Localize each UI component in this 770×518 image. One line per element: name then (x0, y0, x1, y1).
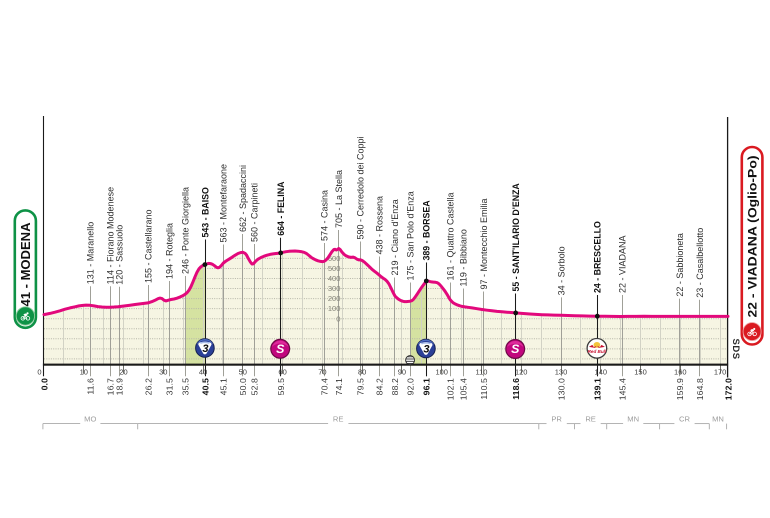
svg-text:PR: PR (551, 414, 562, 423)
svg-text:92.0: 92.0 (405, 378, 415, 395)
svg-text:120: 120 (515, 367, 528, 376)
svg-text:246 - Ponte Giorgiella: 246 - Ponte Giorgiella (181, 187, 191, 274)
svg-text:114 - Fiorano Modenese: 114 - Fiorano Modenese (106, 187, 116, 284)
svg-text:11.6: 11.6 (85, 378, 95, 395)
svg-text:22 - VIADANA (Oglio-Po): 22 - VIADANA (Oglio-Po) (745, 155, 759, 317)
svg-text:160: 160 (674, 367, 687, 376)
svg-text:40: 40 (199, 367, 207, 376)
svg-text:79.5: 79.5 (356, 378, 366, 395)
svg-text:0.0: 0.0 (39, 378, 49, 390)
svg-text:31.5: 31.5 (165, 378, 175, 395)
svg-text:18.9: 18.9 (115, 378, 125, 395)
svg-text:105.4: 105.4 (459, 378, 469, 400)
svg-text:170: 170 (714, 367, 727, 376)
svg-text:389 - BORSEA: 389 - BORSEA (422, 200, 432, 261)
svg-text:41 - MODENA: 41 - MODENA (19, 223, 33, 307)
svg-text:155 - Castellarano: 155 - Castellarano (144, 209, 154, 283)
svg-text:74.1: 74.1 (334, 378, 344, 395)
svg-text:22 - VIADANA: 22 - VIADANA (618, 235, 628, 293)
svg-text:0: 0 (37, 367, 41, 376)
svg-text:80: 80 (358, 367, 366, 376)
svg-text:SDS: SDS (730, 339, 741, 360)
svg-text:RE: RE (333, 414, 344, 423)
svg-text:26.2: 26.2 (144, 378, 154, 395)
svg-text:70: 70 (318, 367, 326, 376)
svg-text:150: 150 (634, 367, 647, 376)
svg-text:102.1: 102.1 (445, 378, 455, 400)
svg-text:50.0: 50.0 (238, 378, 248, 395)
svg-text:119 - Bibbiano: 119 - Bibbiano (459, 229, 469, 286)
svg-text:563 - Montefaraone: 563 - Montefaraone (219, 164, 229, 243)
svg-text:23 - Casalbellotto: 23 - Casalbellotto (695, 228, 705, 298)
svg-text:118.6: 118.6 (511, 378, 521, 400)
svg-text:664 - FELINA: 664 - FELINA (276, 181, 286, 236)
svg-text:705 - La Stella: 705 - La Stella (334, 170, 344, 228)
svg-text:161 - Quattro Castella: 161 - Quattro Castella (445, 192, 455, 280)
svg-text:96.1: 96.1 (422, 378, 432, 395)
svg-text:200: 200 (328, 294, 341, 303)
svg-text:34 - Sorbolo: 34 - Sorbolo (556, 246, 566, 295)
svg-text:90: 90 (398, 367, 406, 376)
svg-text:59.5: 59.5 (276, 378, 286, 395)
svg-text:30: 30 (159, 367, 167, 376)
svg-text:172.0: 172.0 (723, 378, 733, 400)
svg-text:16.7: 16.7 (106, 378, 116, 395)
svg-text:84.2: 84.2 (374, 378, 384, 395)
svg-text:100: 100 (435, 367, 448, 376)
svg-text:194 - Roteglia: 194 - Roteglia (165, 223, 175, 279)
svg-text:574 - Casina: 574 - Casina (319, 190, 329, 241)
svg-text:22 - Sabbioneta: 22 - Sabbioneta (675, 233, 685, 297)
svg-text:35.5: 35.5 (181, 378, 191, 395)
svg-text:600: 600 (328, 254, 341, 263)
svg-text:662 - Spadaccini: 662 - Spadaccini (238, 165, 248, 232)
svg-text:110: 110 (476, 367, 488, 376)
svg-text:50: 50 (239, 367, 247, 376)
svg-text:110.5: 110.5 (479, 378, 489, 400)
svg-text:140: 140 (595, 367, 608, 376)
svg-text:500: 500 (328, 264, 341, 273)
svg-text:164.8: 164.8 (695, 378, 705, 400)
svg-text:300: 300 (328, 284, 341, 293)
svg-text:400: 400 (328, 274, 341, 283)
svg-text:0: 0 (336, 314, 340, 323)
svg-text:CR: CR (679, 414, 690, 423)
svg-text:MO: MO (84, 414, 96, 423)
svg-text:130.0: 130.0 (556, 378, 566, 400)
svg-text:70.4: 70.4 (319, 378, 329, 395)
svg-text:24 - BRESCELLO: 24 - BRESCELLO (593, 221, 603, 293)
svg-text:590 - Cerredolo dei Coppi: 590 - Cerredolo dei Coppi (356, 136, 366, 239)
svg-text:175 - San Polo d'Enza: 175 - San Polo d'Enza (405, 191, 415, 280)
svg-text:52.8: 52.8 (249, 378, 259, 395)
svg-text:3: 3 (202, 343, 208, 355)
svg-text:219 - Ciano d'Enza: 219 - Ciano d'Enza (390, 199, 400, 275)
svg-text:3: 3 (423, 343, 429, 355)
svg-text:S: S (511, 342, 520, 356)
svg-text:Red Bull: Red Bull (588, 349, 607, 354)
svg-text:438 - Rossena: 438 - Rossena (374, 196, 384, 255)
svg-text:139.1: 139.1 (593, 378, 603, 400)
svg-text:20: 20 (119, 367, 127, 376)
svg-text:120 - Sassuolo: 120 - Sassuolo (115, 225, 125, 285)
svg-text:MN: MN (712, 414, 724, 423)
svg-text:145.4: 145.4 (618, 378, 628, 400)
svg-text:10: 10 (80, 367, 88, 376)
svg-text:543 - BAISO: 543 - BAISO (200, 187, 210, 238)
svg-text:MN: MN (627, 414, 639, 423)
svg-text:100: 100 (328, 304, 341, 313)
svg-text:40.5: 40.5 (200, 378, 210, 395)
svg-text:60: 60 (278, 367, 286, 376)
svg-text:131 - Maranello: 131 - Maranello (85, 222, 95, 285)
svg-text:88.2: 88.2 (390, 378, 400, 395)
svg-text:560 - Carpineti: 560 - Carpineti (249, 183, 259, 242)
svg-text:S: S (276, 342, 285, 356)
svg-text:45.1: 45.1 (219, 378, 229, 395)
svg-text:159.9: 159.9 (675, 378, 685, 400)
svg-text:RE: RE (585, 414, 596, 423)
svg-text:97 - Montecchio Emilia: 97 - Montecchio Emilia (479, 198, 489, 289)
svg-text:55 - SANT'ILARIO D'ENZA: 55 - SANT'ILARIO D'ENZA (511, 183, 521, 292)
svg-text:130: 130 (555, 367, 568, 376)
